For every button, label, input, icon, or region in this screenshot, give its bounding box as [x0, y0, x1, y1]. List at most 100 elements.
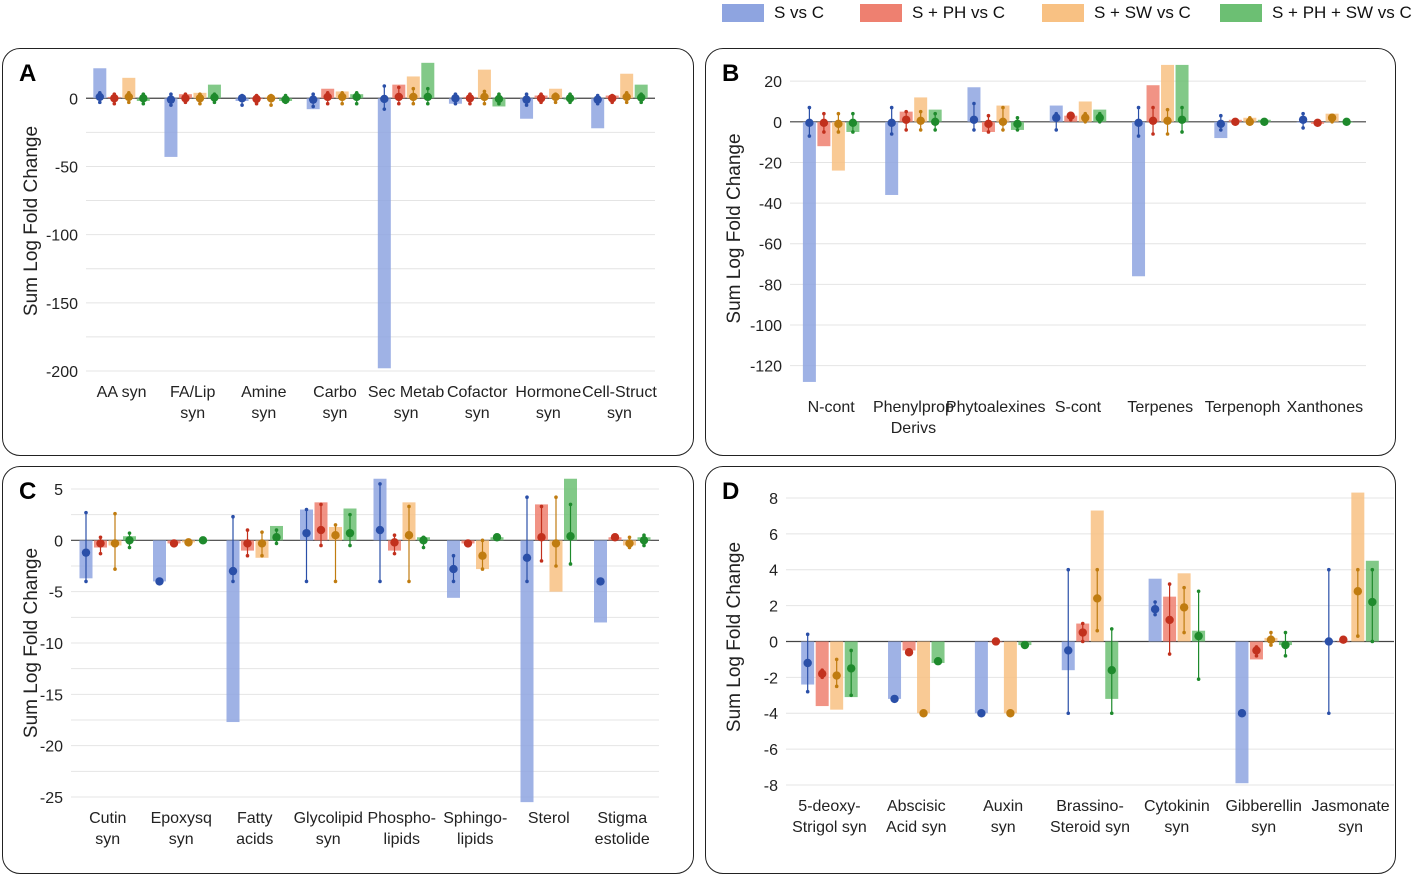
y-axis-label: Sum Log Fold Change — [724, 542, 745, 732]
y-tick-label: -200 — [46, 364, 78, 381]
error-cap — [836, 130, 841, 134]
category-label: N-cont — [808, 399, 856, 416]
error-cap — [1283, 654, 1288, 658]
category-label-line: syn — [322, 405, 347, 422]
error-cap — [1356, 567, 1360, 572]
error-cap — [805, 632, 810, 637]
series-4 — [123, 478, 651, 566]
error-cap — [1080, 621, 1085, 626]
category-label-line: Amine — [241, 384, 286, 401]
category-label: Cell-Struct syn — [582, 384, 657, 422]
mean-point — [1368, 597, 1377, 607]
bar — [1175, 64, 1189, 122]
category-label-line: syn — [1338, 819, 1363, 836]
category-label: Sphingo-lipids — [443, 810, 507, 848]
error-cap — [1066, 567, 1071, 572]
category-label: Hormone syn — [515, 384, 581, 422]
mean-point — [252, 94, 261, 104]
bar — [817, 121, 831, 147]
category-label-line: Derivs — [891, 420, 936, 437]
bar — [164, 98, 178, 157]
bar — [831, 121, 845, 171]
category-label-line: Terpenoph — [1205, 399, 1281, 416]
category-label: Terpenes — [1127, 399, 1193, 416]
mean-point — [257, 539, 267, 548]
error-cap — [525, 495, 529, 500]
category-label-line: Sterol — [528, 810, 570, 827]
mean-point — [125, 536, 134, 545]
category-label-line: Stigma — [597, 810, 647, 827]
mean-point — [302, 528, 311, 538]
category-label-line: Abscisic — [887, 798, 946, 815]
mean-point — [607, 94, 617, 103]
error-cap — [1136, 105, 1141, 110]
mean-point — [1177, 115, 1187, 124]
category-label-line: Gibberellin — [1225, 798, 1301, 815]
category-labels: Cutin syn Epoxysq syn Fatty acids Glycolipid sy… — [89, 810, 650, 848]
category-label-line: Xanthones — [1287, 399, 1364, 416]
error-cap — [407, 579, 411, 584]
series-1 — [93, 68, 605, 369]
category-label: Jasmonate syn — [1311, 798, 1389, 836]
error-cap — [426, 101, 430, 106]
mean-point — [834, 119, 843, 129]
error-cap — [1301, 111, 1305, 116]
mean-point — [1179, 603, 1189, 612]
category-label-line: lipids — [384, 831, 420, 848]
mean-point — [1194, 631, 1203, 641]
mean-point — [1052, 113, 1061, 122]
error-cap — [1327, 711, 1331, 716]
error-cap — [1219, 113, 1223, 118]
mean-point — [1342, 117, 1351, 127]
category-label-line: syn — [251, 405, 276, 422]
legend-label-s-vs-c: S vs C — [774, 3, 825, 22]
error-cap — [127, 531, 132, 535]
mean-point — [1134, 118, 1143, 128]
mean-point — [565, 94, 575, 103]
bar — [974, 641, 988, 714]
error-cap — [260, 530, 264, 534]
error-cap — [1356, 634, 1360, 638]
category-label: Auxin syn — [983, 798, 1023, 836]
mean-point — [998, 117, 1008, 127]
series-3 — [108, 495, 636, 592]
mean-point — [1020, 640, 1030, 650]
mean-point — [423, 92, 433, 102]
error-cap — [382, 84, 387, 88]
category-label-line: Hormone — [515, 384, 581, 401]
category-labels: 5-deoxy- Strigol syn Abscisic Acid syn Auxin… — [792, 798, 1390, 836]
mean-point — [95, 92, 105, 102]
error-cap — [1167, 652, 1172, 656]
y-tick-label: -50 — [55, 159, 78, 176]
category-label-line: Auxin — [983, 798, 1023, 815]
category-label-line: syn — [180, 405, 205, 422]
mean-point — [596, 577, 605, 586]
error-cap — [851, 111, 855, 116]
category-label: Cytokinin syn — [1144, 798, 1210, 836]
mean-point — [1237, 709, 1247, 718]
error-cap — [311, 104, 315, 109]
category-label-line: syn — [991, 819, 1016, 836]
mean-point — [1313, 118, 1322, 128]
y-axis-label: Sum Log Fold Change — [21, 548, 42, 738]
mean-point — [1107, 665, 1116, 675]
mean-point — [1252, 646, 1261, 655]
category-label-line: syn — [316, 831, 341, 848]
y-tick-label: 0 — [54, 533, 63, 550]
y-tick-label: -20 — [759, 155, 782, 172]
mean-point — [331, 531, 340, 540]
error-cap — [333, 523, 338, 527]
mean-point — [1165, 615, 1174, 625]
mean-point — [465, 94, 475, 103]
error-cap — [1370, 567, 1375, 572]
mean-point — [394, 92, 404, 102]
error-cap — [98, 535, 103, 540]
y-tick-label: 6 — [769, 527, 778, 544]
category-label-line: Brassino- — [1056, 798, 1124, 815]
mean-point — [184, 538, 193, 547]
panel-letter: B — [722, 60, 739, 87]
panel-letter: A — [19, 60, 36, 87]
error-cap — [553, 100, 558, 105]
y-tick-label: 5 — [54, 482, 63, 499]
mean-point — [478, 551, 487, 560]
